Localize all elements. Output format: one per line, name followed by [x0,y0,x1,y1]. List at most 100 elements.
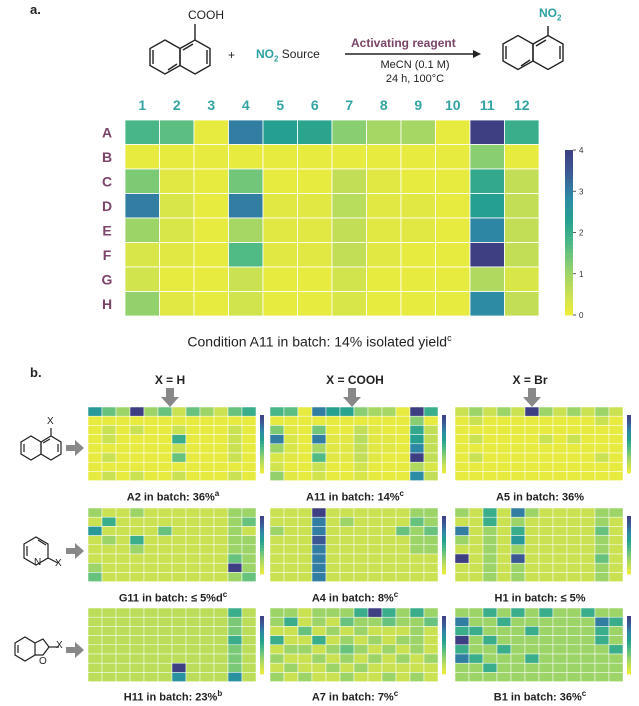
mini-heatmap-cell [283,635,299,646]
mini-heatmap-cell [143,544,159,555]
mini-heatmap-cell [524,508,540,518]
heatmap-cell [228,119,264,145]
mini-heatmap-cell [353,653,369,664]
mini-heatmap-cell [455,535,470,546]
mini-heatmap-cell [227,616,243,627]
column-label: 10 [445,97,461,113]
mini-heatmap-cell [143,608,159,618]
panel-a-caption: Condition A11 in batch: 14% isolated yie… [0,333,639,350]
mini-heatmap-cell [129,434,145,445]
column-label: 6 [311,97,319,113]
heatmap-cell [331,291,367,317]
mini-colorbar-segment [442,429,446,433]
mini-heatmap-cell [395,572,411,582]
colorbar-segment [565,183,573,188]
mini-colorbar-segment [627,656,631,660]
mini-heatmap-cell [566,415,582,426]
mini-heatmap-cell [367,572,383,582]
mini-heatmap-cell [566,526,582,536]
mini-caption-6: H1 in batch: ≤ 5% [455,590,625,605]
row-label: C [102,173,112,189]
mini-colorbar-segment [260,449,264,454]
mini-heatmap-cell [185,553,201,564]
mini-heatmap-cell [524,616,540,627]
mini-heatmap-cell [580,644,596,655]
mini-colorbar-segment [442,547,446,552]
mini-heatmap-2 [270,407,446,481]
mini-heatmap-cell [143,562,159,573]
mini-heatmap-cell [580,471,596,481]
colorbar-segment [565,195,573,200]
mini-heatmap-cell [580,452,596,463]
mini-heatmap-cell [115,508,131,518]
mini-heatmap-cell [482,662,498,673]
mini-colorbar-segment [260,423,264,427]
mini-heatmap-cell [311,644,327,655]
mini-heatmap-cell [608,544,624,555]
mini-colorbar-segment [260,542,264,546]
mini-caption-footnote: c [581,689,587,698]
mini-colorbar-segment [442,441,446,445]
source-text: Source [278,47,320,61]
mini-heatmap-cell [311,672,327,682]
mini-heatmap-cell [270,471,285,481]
mini-heatmap-cell [538,471,554,481]
mini-colorbar-segment [442,568,446,572]
mini-colorbar-segment [627,556,631,560]
mini-heatmap-cell [297,553,313,564]
mini-heatmap-cell [297,626,313,636]
mini-heatmap-cell [241,662,257,673]
mini-colorbar-segment [260,516,264,520]
mini-heatmap-cell [608,572,624,582]
mini-heatmap-cell [496,635,512,646]
mini-heatmap-cell [171,653,187,664]
mini-heatmap-cell [566,434,582,445]
mini-heatmap-cell [171,526,187,536]
mini-heatmap-cell [213,415,229,426]
mini-heatmap-cell [455,626,470,636]
mini-heatmap-cell [339,526,355,536]
mini-colorbar-segment [260,464,264,468]
mini-heatmap-cell [455,407,470,417]
mini-heatmap-cell [482,644,498,655]
mini-heatmap-cell [311,553,327,564]
mini-heatmap-cell [353,616,369,627]
mini-heatmap-cell [311,653,327,664]
mini-heatmap-cell [353,415,369,426]
mini-colorbar-segment [442,656,446,660]
mini-heatmap-cell [353,434,369,445]
mini-heatmap-cell [339,471,355,481]
mini-heatmap-cell [468,508,484,518]
mini-heatmap-cell [115,662,131,673]
mini-heatmap-cell [129,526,145,536]
mini-heatmap-cell [608,461,624,472]
mini-heatmap-cell [552,526,568,536]
mini-heatmap-cell [455,572,470,582]
heatmap-cell [159,168,195,194]
mini-heatmap-cell [538,672,554,682]
mini-heatmap-cell [608,443,624,454]
mini-colorbar-segment [442,420,446,425]
mini-heatmap-cell [510,616,526,627]
mini-heatmap-cell [213,452,229,463]
mini-colorbar-segment [442,516,446,520]
heatmap-cell [297,266,333,292]
mini-heatmap-cell [199,516,215,527]
mini-heatmap-cell [367,553,383,564]
mini-heatmap-cell [241,443,257,454]
mini-heatmap-cell [283,452,299,463]
mini-heatmap-cell [538,635,554,646]
mini-colorbar-segment [627,455,631,459]
mini-colorbar-segment [442,518,446,523]
mini-heatmap-cell [566,471,582,481]
mini-colorbar-segment [442,426,446,430]
mini-heatmap-cell [496,526,512,536]
mini-heatmap-cell [468,471,484,481]
mini-heatmap-cell [297,526,313,536]
mini-heatmap-cell [171,635,187,646]
mini-heatmap-cell [283,434,299,445]
heatmap-cell [435,217,471,243]
mini-heatmap-cell [552,672,568,682]
mini-heatmap-cell [482,425,498,435]
mini-heatmap-cell [468,662,484,673]
